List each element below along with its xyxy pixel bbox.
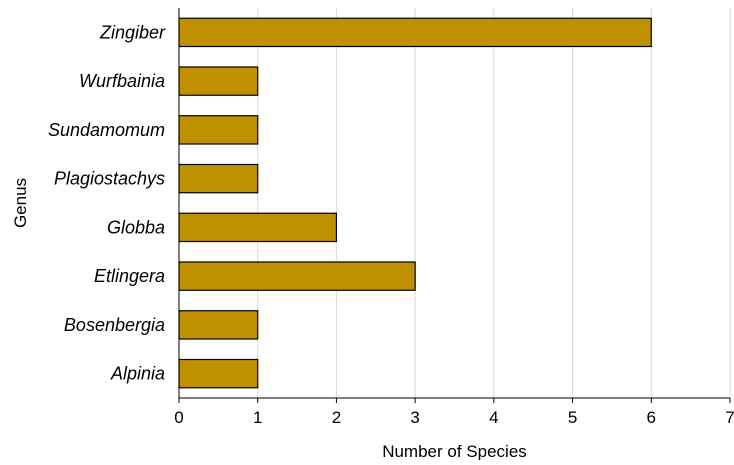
x-tick-label: 1 <box>253 408 262 427</box>
category-label: Plagiostachys <box>54 169 165 189</box>
x-tick-label: 3 <box>410 408 419 427</box>
bar-alpinia <box>178 358 259 389</box>
axes <box>178 8 731 403</box>
x-tick-label: 4 <box>489 408 498 427</box>
category-label: Sundamomum <box>48 120 165 140</box>
x-tick-label: 2 <box>332 408 341 427</box>
bars <box>178 17 652 389</box>
category-labels: Zingiber Wurfbainia Sundamomum Plagiostachy… <box>48 22 166 383</box>
bar-etlingera <box>178 261 416 291</box>
bar-zingiber <box>178 17 652 48</box>
x-tick-label: 0 <box>174 408 183 427</box>
category-label: Alpinia <box>110 364 165 384</box>
x-tick-labels: 0 1 2 3 4 5 6 7 <box>174 408 734 427</box>
bar-sundamomum <box>178 115 259 145</box>
bar-bosenbergia <box>178 310 259 340</box>
bar-wurfbainia <box>178 66 259 96</box>
x-tick-label: 7 <box>725 408 734 427</box>
y-axis-title: Genus <box>11 178 30 228</box>
category-label: Zingiber <box>99 22 166 42</box>
x-axis-title: Number of Species <box>382 442 527 460</box>
x-tick-label: 5 <box>568 408 577 427</box>
bar-globba <box>178 212 338 243</box>
category-label: Globba <box>107 217 165 237</box>
x-tick-label: 6 <box>647 408 656 427</box>
bar-plagiostachys <box>178 163 259 194</box>
category-label: Bosenbergia <box>64 315 165 335</box>
gridlines <box>257 8 731 398</box>
category-label: Etlingera <box>94 266 165 286</box>
category-label: Wurfbainia <box>79 71 165 91</box>
